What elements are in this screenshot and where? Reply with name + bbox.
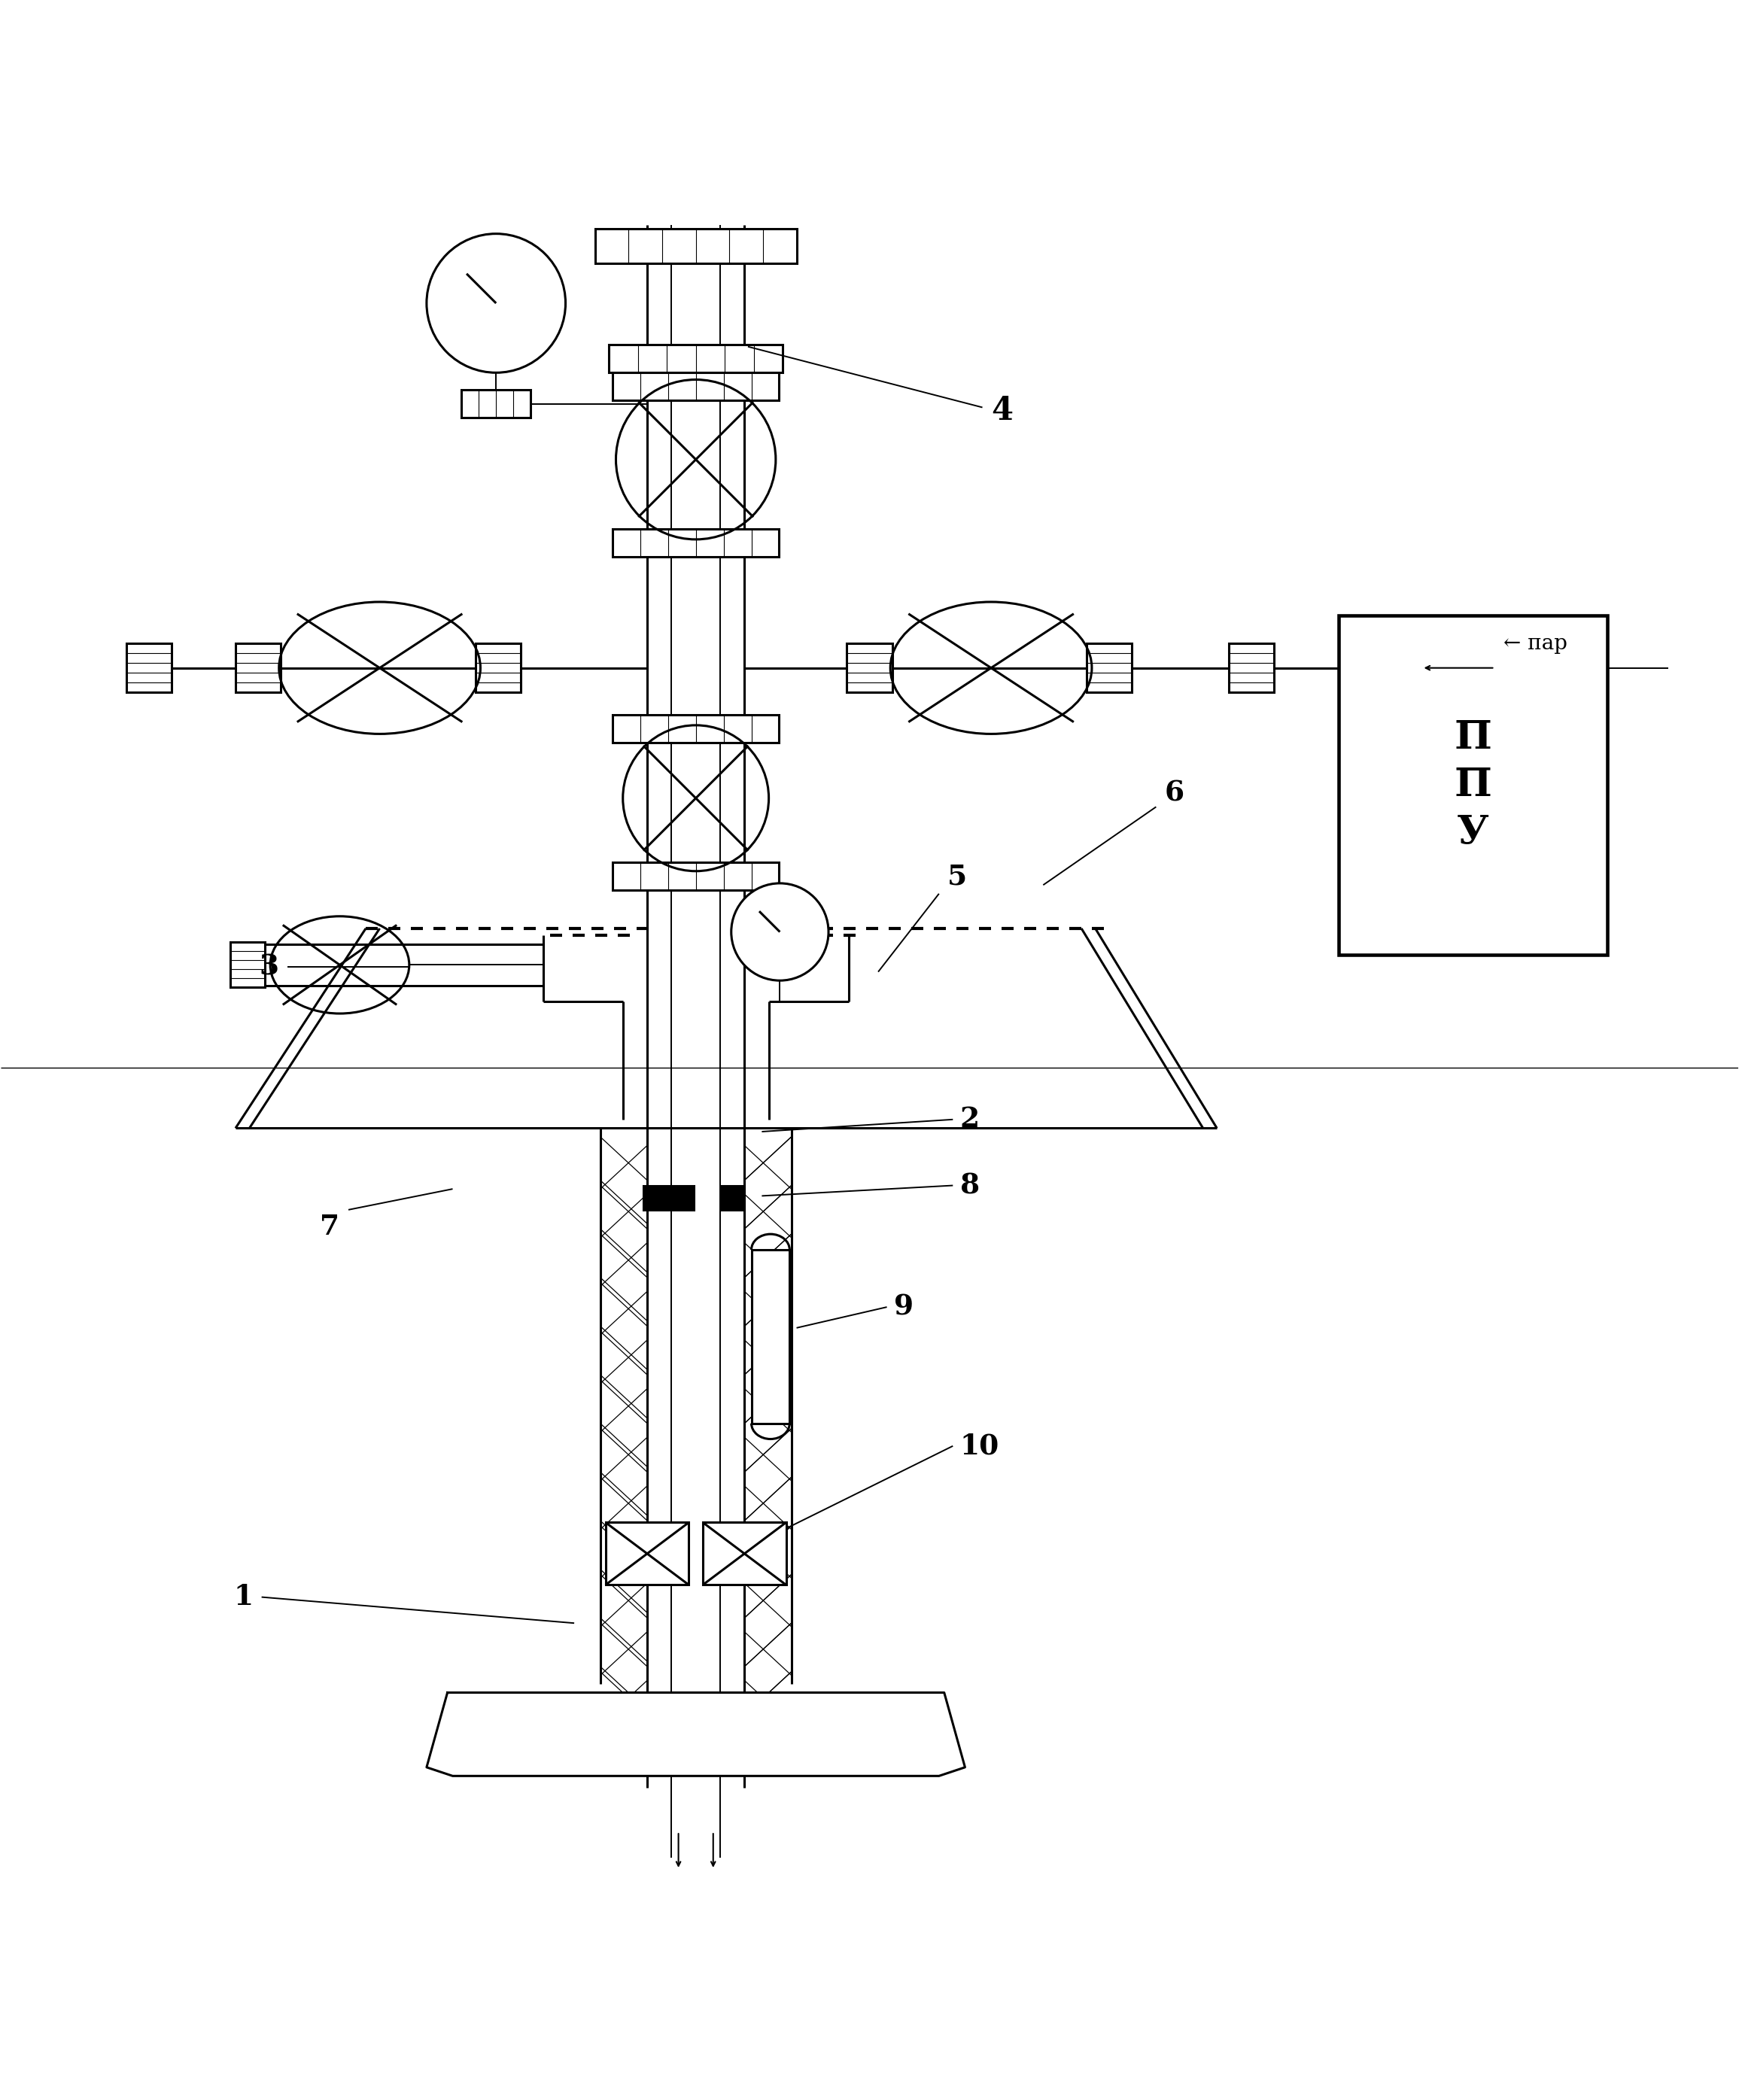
Bar — [235, 643, 280, 693]
Text: 3: 3 — [259, 953, 278, 981]
Text: 5: 5 — [948, 863, 967, 890]
Text: 2: 2 — [960, 1105, 979, 1134]
Bar — [461, 391, 530, 418]
Bar — [643, 1186, 694, 1210]
Bar — [703, 1522, 786, 1586]
Bar — [612, 529, 779, 556]
Text: П
П
У: П П У — [1454, 718, 1492, 853]
Text: 1: 1 — [233, 1583, 252, 1611]
Bar — [847, 643, 892, 693]
Text: ← пар: ← пар — [1504, 634, 1567, 653]
Polygon shape — [426, 1693, 965, 1777]
Text: 6: 6 — [1165, 779, 1184, 806]
Bar — [612, 372, 779, 401]
Text: 9: 9 — [894, 1294, 913, 1321]
Bar — [722, 1186, 743, 1210]
Bar — [1229, 643, 1275, 693]
Bar — [612, 714, 779, 743]
Bar — [605, 1522, 689, 1586]
Bar — [230, 943, 264, 987]
Text: 8: 8 — [960, 1172, 979, 1199]
Circle shape — [730, 884, 828, 981]
Bar — [1351, 643, 1396, 693]
Circle shape — [426, 233, 565, 372]
Text: 4: 4 — [991, 395, 1012, 426]
Text: 7: 7 — [320, 1214, 339, 1241]
Bar — [127, 643, 170, 693]
Bar — [1339, 615, 1607, 956]
Bar — [475, 643, 520, 693]
Bar — [595, 229, 796, 262]
Bar — [609, 344, 783, 372]
Text: 10: 10 — [960, 1432, 1000, 1459]
Bar — [1087, 643, 1132, 693]
Bar — [751, 1250, 790, 1424]
Bar — [612, 863, 779, 890]
